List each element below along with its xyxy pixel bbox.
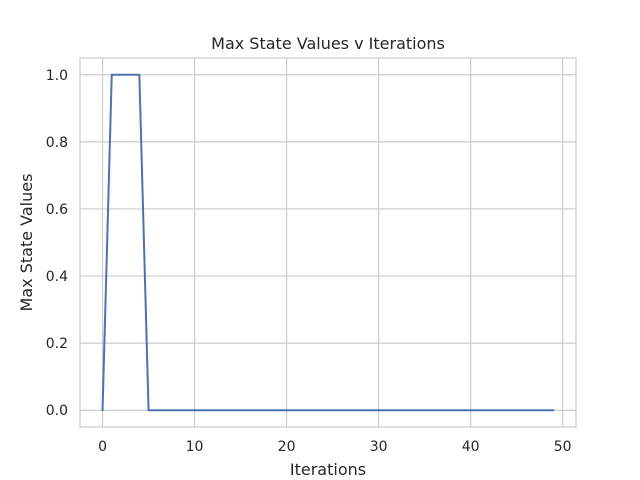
y-tick-label: 1.0 [46,68,68,84]
y-axis-ticks: 0.0 0.2 0.4 0.6 0.8 1.0 [46,68,68,419]
x-tick-label: 30 [370,439,388,455]
y-tick-label: 0.6 [46,202,68,218]
x-axis-label: Iterations [290,460,366,479]
x-tick-label: 20 [278,439,296,455]
x-tick-label: 10 [186,439,204,455]
series-layer [101,73,555,412]
y-axis-label: Max State Values [17,174,36,312]
x-axis-ticks: 0 10 20 30 40 50 [98,439,571,455]
x-tick-label: 40 [462,439,480,455]
grid [80,58,576,427]
y-tick-label: 0.8 [46,135,68,151]
y-tick-label: 0.4 [46,269,68,285]
x-tick-label: 50 [554,439,572,455]
y-tick-label: 0.0 [46,403,68,419]
y-tick-label: 0.2 [46,336,68,352]
series-line [101,73,555,412]
chart-title: Max State Values v Iterations [211,34,445,53]
plot-frame [79,57,577,428]
x-tick-label: 0 [98,439,107,455]
